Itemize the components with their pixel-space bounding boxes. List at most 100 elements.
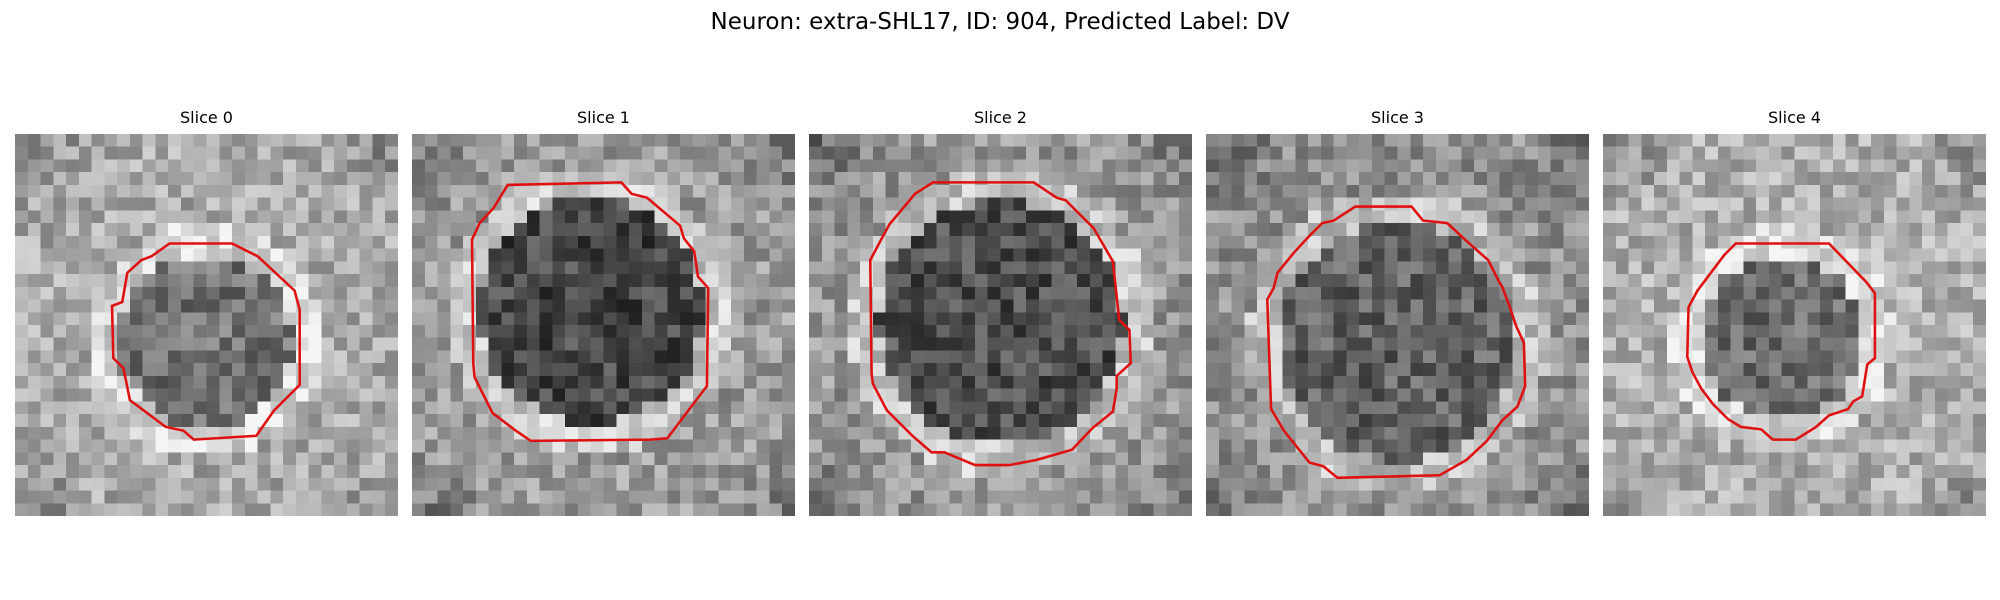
image-pixel bbox=[91, 172, 105, 186]
image-pixel bbox=[769, 261, 783, 275]
image-pixel bbox=[974, 503, 988, 516]
image-pixel bbox=[1768, 210, 1782, 224]
image-pixel bbox=[1628, 197, 1642, 211]
image-pixel bbox=[1000, 223, 1014, 237]
image-pixel bbox=[514, 439, 528, 453]
image-pixel bbox=[1435, 439, 1449, 453]
image-pixel bbox=[1883, 274, 1897, 288]
image-pixel bbox=[872, 146, 886, 160]
image-pixel bbox=[539, 312, 553, 326]
image-pixel bbox=[501, 261, 515, 275]
image-pixel bbox=[949, 439, 963, 453]
image-pixel bbox=[1384, 172, 1398, 186]
image-pixel bbox=[1654, 184, 1668, 198]
image-pixel bbox=[603, 159, 617, 173]
image-pixel bbox=[334, 274, 348, 288]
image-pixel bbox=[782, 375, 795, 389]
image-pixel bbox=[1115, 375, 1129, 389]
image-pixel bbox=[962, 477, 976, 491]
image-pixel bbox=[1973, 248, 1986, 262]
figure-title: Neuron: extra-SHL17, ID: 904, Predicted … bbox=[710, 9, 1290, 35]
image-pixel bbox=[27, 223, 41, 237]
image-pixel bbox=[987, 184, 1001, 198]
image-pixel bbox=[40, 197, 54, 211]
image-pixel bbox=[66, 299, 80, 313]
image-pixel bbox=[104, 439, 118, 453]
image-pixel bbox=[1743, 337, 1757, 351]
image-pixel bbox=[526, 146, 540, 160]
image-pixel bbox=[244, 261, 258, 275]
image-pixel bbox=[1371, 337, 1385, 351]
image-pixel bbox=[860, 146, 874, 160]
image-pixel bbox=[1423, 414, 1437, 428]
image-pixel bbox=[949, 134, 963, 147]
image-pixel bbox=[1244, 465, 1258, 479]
image-pixel bbox=[629, 235, 643, 249]
image-pixel bbox=[654, 363, 668, 377]
image-pixel bbox=[180, 159, 194, 173]
image-pixel bbox=[15, 299, 29, 313]
image-pixel bbox=[590, 210, 604, 224]
image-pixel bbox=[1576, 210, 1589, 224]
image-pixel bbox=[129, 363, 143, 377]
image-pixel bbox=[1077, 452, 1091, 466]
image-pixel bbox=[1896, 172, 1910, 186]
image-pixel bbox=[1333, 388, 1347, 402]
image-pixel bbox=[1615, 375, 1629, 389]
image-pixel bbox=[1832, 184, 1846, 198]
image-pixel bbox=[1000, 503, 1014, 516]
image-pixel bbox=[308, 477, 322, 491]
image-pixel bbox=[206, 274, 220, 288]
image-pixel bbox=[180, 350, 194, 364]
image-pixel bbox=[1794, 312, 1808, 326]
image-pixel bbox=[1794, 184, 1808, 198]
image-pixel bbox=[641, 401, 655, 415]
image-pixel bbox=[1206, 274, 1220, 288]
image-pixel bbox=[321, 197, 335, 211]
image-pixel bbox=[514, 388, 528, 402]
image-pixel bbox=[308, 299, 322, 313]
image-pixel bbox=[1102, 159, 1116, 173]
image-pixel bbox=[412, 274, 426, 288]
image-pixel bbox=[1717, 223, 1731, 237]
image-pixel bbox=[1512, 439, 1526, 453]
image-pixel bbox=[809, 426, 823, 440]
image-pixel bbox=[1666, 299, 1680, 313]
image-pixel bbox=[1320, 134, 1334, 147]
image-pixel bbox=[168, 223, 182, 237]
image-pixel bbox=[15, 210, 29, 224]
image-pixel bbox=[1576, 490, 1589, 504]
image-pixel bbox=[1654, 401, 1668, 415]
image-pixel bbox=[1461, 197, 1475, 211]
image-pixel bbox=[936, 337, 950, 351]
image-pixel bbox=[283, 375, 297, 389]
image-pixel bbox=[283, 248, 297, 262]
image-pixel bbox=[168, 375, 182, 389]
image-pixel bbox=[1435, 363, 1449, 377]
image-pixel bbox=[834, 235, 848, 249]
image-pixel bbox=[270, 299, 284, 313]
image-pixel bbox=[1705, 299, 1719, 313]
image-pixel bbox=[1282, 401, 1296, 415]
image-pixel bbox=[987, 159, 1001, 173]
image-pixel bbox=[1615, 299, 1629, 313]
image-pixel bbox=[539, 223, 553, 237]
image-pixel bbox=[616, 146, 630, 160]
image-pixel bbox=[295, 235, 309, 249]
image-pixel bbox=[1909, 286, 1923, 300]
image-pixel bbox=[450, 274, 464, 288]
image-pixel bbox=[1615, 274, 1629, 288]
image-pixel bbox=[308, 134, 322, 147]
image-pixel bbox=[53, 350, 67, 364]
image-pixel bbox=[180, 312, 194, 326]
image-pixel bbox=[346, 146, 360, 160]
image-pixel bbox=[1448, 414, 1462, 428]
image-pixel bbox=[936, 197, 950, 211]
image-pixel bbox=[1730, 134, 1744, 147]
image-pixel bbox=[1896, 197, 1910, 211]
image-pixel bbox=[692, 426, 706, 440]
image-pixel bbox=[667, 325, 681, 338]
image-pixel bbox=[680, 477, 694, 491]
image-pixel bbox=[40, 223, 54, 237]
image-pixel bbox=[1295, 414, 1309, 428]
